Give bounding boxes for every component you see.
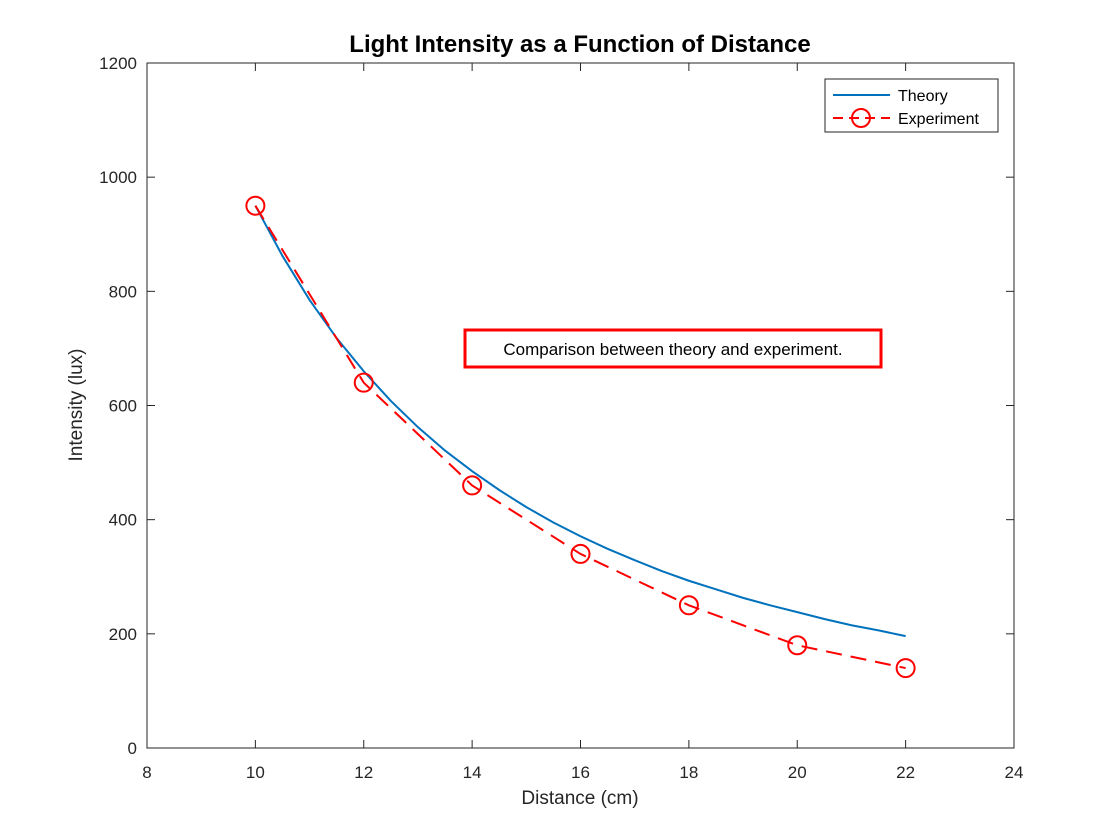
- y-tick-label: 800: [109, 282, 137, 301]
- annotation-text: Comparison between theory and experiment…: [503, 340, 842, 359]
- x-tick-label: 12: [354, 763, 373, 782]
- legend-experiment-marker: [851, 108, 871, 128]
- experiment-data-point: [895, 658, 916, 679]
- x-tick-label: 10: [246, 763, 265, 782]
- x-tick-label: 24: [1005, 763, 1024, 782]
- annotation-border: [463, 328, 883, 369]
- y-tick-label: 600: [109, 397, 137, 416]
- legend: Theory Experiment: [824, 78, 999, 133]
- experiment-series-line: [254, 205, 906, 670]
- legend-theory-label: Theory: [898, 88, 948, 105]
- y-tick-label: 0: [128, 739, 137, 758]
- y-axis-ticks: 0 200 400 600 800 1000 1200: [99, 54, 1014, 758]
- series-layer: [245, 195, 916, 679]
- annotation-box: Comparison between theory and experiment…: [463, 328, 883, 369]
- x-tick-label: 16: [571, 763, 590, 782]
- x-tick-label: 14: [463, 763, 482, 782]
- x-tick-label: 8: [142, 763, 151, 782]
- experiment-data-point: [245, 195, 266, 216]
- x-tick-label: 20: [788, 763, 807, 782]
- axes-box: [146, 62, 1015, 749]
- x-tick-label: 18: [679, 763, 698, 782]
- y-tick-label: 1200: [99, 54, 137, 73]
- experiment-data-point: [353, 372, 374, 393]
- experiment-data-point: [787, 635, 808, 656]
- y-tick-label: 400: [109, 511, 137, 530]
- x-axis-label: Distance (cm): [521, 788, 638, 809]
- y-axis-label: Intensity (lux): [66, 349, 87, 462]
- chart-title: Light Intensity as a Function of Distanc…: [349, 31, 810, 58]
- x-tick-label: 22: [896, 763, 915, 782]
- x-axis-ticks: 8 10 12 14 16 18 20 22 24: [142, 63, 1023, 782]
- theory-series-line: [254, 205, 906, 638]
- experiment-data-point: [570, 543, 591, 564]
- plot-area: 8 10 12 14 16 18 20 22 24 0 200 400 600 800 1000 1200: [99, 54, 1023, 782]
- legend-experiment-label: Experiment: [898, 111, 979, 128]
- y-tick-label: 1000: [99, 168, 137, 187]
- experiment-data-point: [462, 475, 483, 496]
- experiment-data-point: [678, 595, 699, 616]
- y-tick-label: 200: [109, 625, 137, 644]
